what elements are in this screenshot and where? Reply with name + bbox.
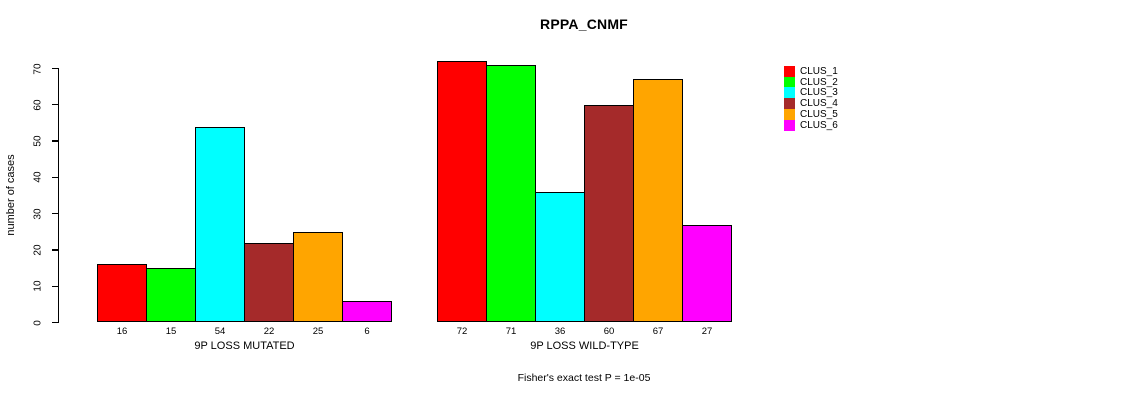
bar-value-label: 22 (263, 326, 275, 337)
legend-label-clus_1: CLUS_1 (800, 66, 838, 77)
y-axis-tick (52, 140, 59, 142)
legend-label-clus_4: CLUS_4 (800, 98, 838, 110)
y-axis-tick (52, 249, 59, 251)
bar-value-label: 36 (554, 326, 566, 337)
bar-value-label: 72 (456, 326, 468, 337)
y-axis-tick (52, 285, 59, 287)
y-axis-line (58, 68, 60, 323)
bar-clus_4-group2 (584, 104, 634, 323)
legend-label-clus_5: CLUS_5 (800, 108, 838, 120)
y-axis-tick (52, 104, 59, 106)
bar-value-label: 25 (312, 326, 324, 337)
y-axis-label: number of cases (5, 154, 17, 236)
y-axis-tick-label: 10 (32, 280, 44, 292)
bar-value-label: 71 (505, 326, 517, 337)
legend-swatch-clus_6 (784, 119, 795, 131)
y-axis-tick-label: 30 (32, 208, 44, 220)
bar-clus_4-group1 (244, 242, 294, 323)
y-axis-tick-label: 70 (32, 62, 44, 75)
fisher-test-annotation: Fisher's exact test P = 1e-05 (517, 372, 651, 384)
y-axis-tick-label: 0 (32, 319, 44, 326)
bar-value-label: 6 (364, 326, 370, 337)
legend-swatch-clus_2 (784, 76, 795, 88)
legend-swatch-clus_4 (784, 98, 795, 110)
y-axis-tick (52, 321, 59, 324)
bar-clus_1-group2 (437, 61, 487, 323)
bar-clus_3-group2 (535, 191, 585, 323)
bar-clus_2-group2 (486, 64, 536, 323)
bar-value-label: 60 (603, 326, 615, 337)
y-axis-tick (52, 176, 59, 178)
legend-label-clus_6: CLUS_6 (800, 119, 838, 131)
y-axis-tick-label: 50 (32, 135, 44, 147)
bar-clus_6-group2 (682, 224, 732, 323)
y-axis-tick (52, 67, 59, 70)
bar-clus_5-group2 (633, 79, 683, 323)
y-axis-tick (52, 213, 59, 215)
legend-swatch-clus_5 (784, 108, 795, 120)
bar-clus_5-group1 (293, 231, 343, 323)
bar-value-label: 54 (214, 326, 226, 337)
bar-clus_6-group1 (342, 300, 392, 323)
legend-swatch-clus_3 (784, 87, 795, 99)
bar-value-label: 16 (116, 326, 128, 337)
chart-title: RPPA_CNMF (540, 16, 628, 32)
y-axis-tick-label: 20 (32, 244, 44, 256)
legend-label-clus_2: CLUS_2 (800, 76, 838, 88)
x-group-label: 9P LOSS MUTATED (194, 340, 295, 352)
x-group-label: 9P LOSS WILD-TYPE (530, 340, 639, 352)
legend-label-clus_3: CLUS_3 (800, 87, 838, 99)
bar-value-label: 67 (652, 326, 664, 337)
bar-clus_1-group1 (97, 264, 147, 323)
legend-swatch-clus_1 (784, 66, 795, 77)
bar-clus_2-group1 (146, 268, 196, 323)
y-axis-tick-label: 40 (32, 171, 44, 183)
bar-clus_3-group1 (195, 126, 245, 323)
bar-value-label: 15 (165, 326, 177, 337)
y-axis-tick-label: 60 (32, 99, 44, 111)
bar-value-label: 27 (701, 326, 713, 337)
